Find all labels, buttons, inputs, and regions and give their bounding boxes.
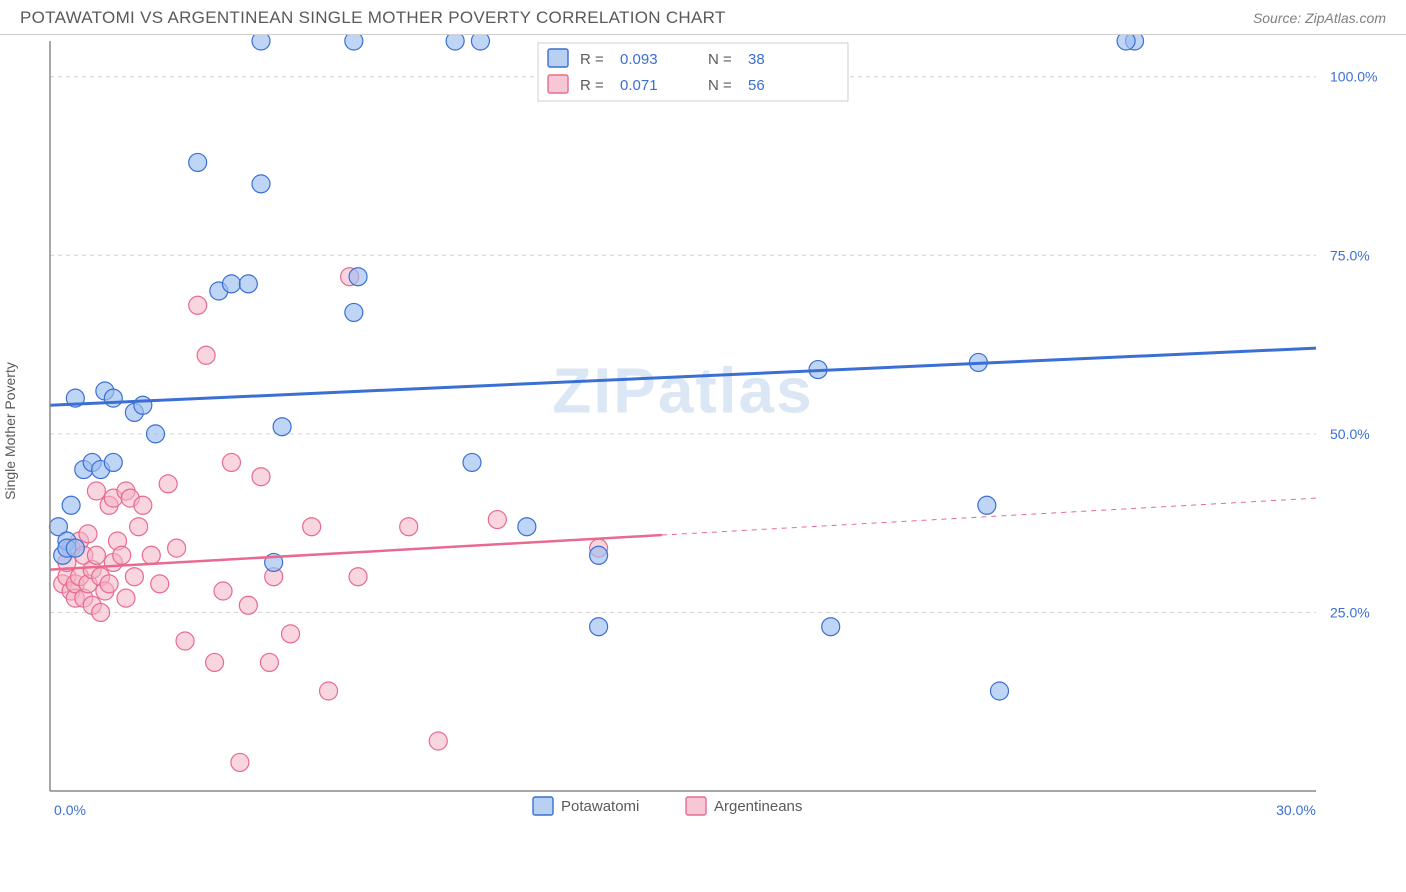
data-point bbox=[345, 35, 363, 50]
chart-title: POTAWATOMI VS ARGENTINEAN SINGLE MOTHER … bbox=[20, 8, 726, 28]
data-point bbox=[142, 546, 160, 564]
data-point bbox=[125, 568, 143, 586]
data-point bbox=[222, 275, 240, 293]
data-point bbox=[79, 525, 97, 543]
data-point bbox=[239, 275, 257, 293]
legend-r-label: R = bbox=[580, 77, 604, 94]
data-point bbox=[151, 575, 169, 593]
data-point bbox=[197, 346, 215, 364]
data-point bbox=[62, 496, 80, 514]
data-point bbox=[104, 453, 122, 471]
data-point bbox=[92, 603, 110, 621]
source-label: Source: bbox=[1253, 10, 1301, 26]
y-tick-label: 100.0% bbox=[1330, 69, 1377, 85]
data-point bbox=[303, 518, 321, 536]
chart-area: Single Mother Poverty 25.0% 50.0% 75.0% 100… bbox=[0, 34, 1406, 827]
data-point bbox=[134, 396, 152, 414]
series-swatch bbox=[686, 797, 706, 815]
data-point bbox=[104, 389, 122, 407]
watermark: ZIPatlas bbox=[552, 354, 813, 426]
data-point bbox=[349, 268, 367, 286]
data-point bbox=[252, 35, 270, 50]
data-point bbox=[320, 682, 338, 700]
legend-n-label: N = bbox=[708, 51, 732, 68]
series-swatch bbox=[533, 797, 553, 815]
data-point bbox=[252, 175, 270, 193]
data-point bbox=[189, 153, 207, 171]
legend-swatch bbox=[548, 49, 568, 67]
y-tick-label: 25.0% bbox=[1330, 604, 1370, 620]
chart-header: POTAWATOMI VS ARGENTINEAN SINGLE MOTHER … bbox=[0, 0, 1406, 34]
data-point bbox=[349, 568, 367, 586]
data-point bbox=[134, 496, 152, 514]
legend-r-value: 0.093 bbox=[620, 51, 658, 68]
data-point bbox=[282, 625, 300, 643]
data-point bbox=[117, 589, 135, 607]
data-point bbox=[471, 35, 489, 50]
data-point bbox=[400, 518, 418, 536]
x-tick-label: 0.0% bbox=[54, 802, 86, 818]
data-point bbox=[429, 732, 447, 750]
data-point bbox=[252, 468, 270, 486]
scatter-plot: 25.0% 50.0% 75.0% 100.0% ZIPatlas 0.0% 30.0% R … bbox=[48, 35, 1386, 827]
data-point bbox=[189, 296, 207, 314]
source-value: ZipAtlas.com bbox=[1305, 10, 1386, 26]
data-point bbox=[222, 453, 240, 471]
data-point bbox=[590, 546, 608, 564]
legend-r-label: R = bbox=[580, 51, 604, 68]
y-axis-label: Single Mother Poverty bbox=[2, 362, 18, 500]
data-point bbox=[518, 518, 536, 536]
data-point bbox=[231, 753, 249, 771]
data-point bbox=[239, 596, 257, 614]
y-tick-label: 50.0% bbox=[1330, 426, 1370, 442]
data-point bbox=[176, 632, 194, 650]
data-point bbox=[822, 618, 840, 636]
data-point bbox=[260, 653, 278, 671]
legend-r-value: 0.071 bbox=[620, 77, 658, 94]
data-point bbox=[168, 539, 186, 557]
data-point bbox=[206, 653, 224, 671]
data-point bbox=[463, 453, 481, 471]
data-point bbox=[113, 546, 131, 564]
data-point bbox=[100, 575, 118, 593]
data-point bbox=[147, 425, 165, 443]
x-tick-label: 30.0% bbox=[1276, 802, 1316, 818]
data-point bbox=[488, 511, 506, 529]
data-point bbox=[87, 482, 105, 500]
legend-n-label: N = bbox=[708, 77, 732, 94]
data-point bbox=[66, 539, 84, 557]
data-point bbox=[978, 496, 996, 514]
y-tick-label: 75.0% bbox=[1330, 247, 1370, 263]
data-point bbox=[991, 682, 1009, 700]
legend-n-value: 38 bbox=[748, 51, 765, 68]
data-point bbox=[159, 475, 177, 493]
series-label: Argentineans bbox=[714, 798, 802, 815]
legend-swatch bbox=[548, 75, 568, 93]
legend-n-value: 56 bbox=[748, 77, 765, 94]
data-point bbox=[130, 518, 148, 536]
data-point bbox=[87, 546, 105, 564]
data-point bbox=[345, 303, 363, 321]
series-label: Potawatomi bbox=[561, 798, 639, 815]
plot-wrap: 25.0% 50.0% 75.0% 100.0% ZIPatlas 0.0% 30.0% R … bbox=[48, 35, 1386, 827]
chart-source: Source: ZipAtlas.com bbox=[1253, 10, 1386, 26]
data-point bbox=[590, 618, 608, 636]
data-point bbox=[273, 418, 291, 436]
trend-line-argentineans bbox=[50, 535, 662, 570]
data-point bbox=[1117, 35, 1135, 50]
data-point bbox=[446, 35, 464, 50]
data-point bbox=[214, 582, 232, 600]
